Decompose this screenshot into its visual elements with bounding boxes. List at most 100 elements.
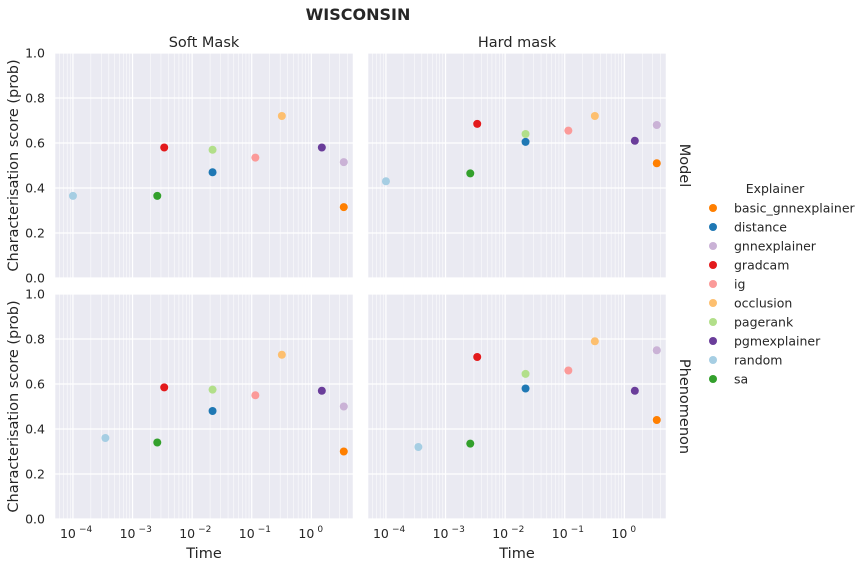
point-sa — [153, 191, 162, 200]
legend-label: gradcam — [734, 258, 789, 273]
x-tick-exponent: −4 — [79, 525, 93, 535]
y-tick-label: 0.6 — [25, 377, 45, 392]
point-gnnexplainer — [339, 402, 348, 411]
point-pgmexplainer — [317, 386, 326, 395]
legend-marker — [709, 299, 717, 307]
legend-item-random: random — [709, 353, 782, 368]
x-tick-label: 10 — [492, 526, 508, 541]
point-ig — [564, 126, 573, 135]
point-pgmexplainer — [630, 386, 639, 395]
legend-label: gnnexplainer — [734, 239, 817, 254]
x-tick-label: 10 — [179, 526, 195, 541]
panel-background — [368, 294, 666, 519]
y-tick-label: 0.0 — [25, 271, 45, 286]
y-tick-label: 0.0 — [25, 512, 45, 527]
point-sa — [466, 439, 475, 448]
x-axis-label: Time — [498, 546, 535, 562]
y-tick-label: 1.0 — [25, 287, 45, 302]
legend-item-gnnexplainer: gnnexplainer — [709, 239, 817, 254]
point-basic_gnnexplainer — [652, 416, 661, 424]
point-occlusion — [277, 350, 286, 359]
point-ig — [564, 366, 573, 375]
chart-title: WISCONSIN — [306, 5, 411, 24]
legend-item-ig: ig — [709, 277, 745, 292]
legend-label: pgmexplainer — [734, 334, 821, 349]
x-tick-label: 10 — [373, 526, 389, 541]
y-tick-label: 0.8 — [25, 332, 45, 347]
point-gradcam — [160, 143, 169, 152]
point-distance — [521, 137, 530, 146]
point-occlusion — [590, 112, 599, 120]
point-pagerank — [208, 145, 217, 154]
point-gradcam — [473, 119, 482, 128]
legend-item-sa: sa — [709, 372, 748, 387]
column-title: Soft Mask — [169, 35, 240, 51]
point-random — [381, 177, 390, 186]
point-gnnexplainer — [652, 346, 661, 355]
legend-marker — [709, 242, 717, 250]
y-tick-label: 0.2 — [25, 467, 45, 482]
legend-marker — [709, 337, 717, 345]
y-axis-label: Characterisation score (prob) — [6, 300, 22, 512]
legend-item-pgmexplainer: pgmexplainer — [709, 334, 821, 349]
y-tick-label: 0.4 — [25, 422, 45, 437]
point-distance — [521, 384, 530, 393]
panel-background — [55, 294, 353, 519]
row-title: Phenomenon — [676, 359, 692, 454]
x-tick-label: 10 — [298, 526, 314, 541]
legend-label: sa — [734, 372, 748, 387]
x-tick-label: 10 — [552, 526, 568, 541]
y-tick-label: 0.4 — [25, 181, 45, 196]
point-sa — [153, 438, 162, 447]
point-gradcam — [473, 353, 482, 361]
point-pagerank — [208, 385, 217, 394]
point-pagerank — [521, 369, 530, 378]
x-tick-label: 10 — [611, 526, 627, 541]
legend-marker — [709, 280, 717, 288]
x-tick-exponent: −2 — [511, 525, 524, 535]
legend-item-distance: distance — [709, 220, 787, 235]
point-gnnexplainer — [652, 121, 661, 129]
legend-marker — [709, 318, 717, 326]
x-tick-label: 10 — [60, 526, 76, 541]
point-distance — [208, 168, 217, 177]
point-ig — [251, 153, 260, 162]
column-title: Hard mask — [478, 35, 557, 51]
point-basic_gnnexplainer — [652, 159, 661, 168]
y-tick-label: 0.2 — [25, 226, 45, 241]
row-title: Model — [676, 144, 692, 188]
legend-label: pagerank — [734, 315, 794, 330]
legend: Explainer basic_gnnexplainer distance gnnex… — [709, 181, 856, 387]
x-tick-label: 10 — [239, 526, 255, 541]
point-gradcam — [160, 383, 169, 392]
panel-background — [55, 53, 353, 278]
point-distance — [208, 407, 217, 415]
panel-model-soft-mask: Soft Mask 0.0 0.2 0.4 0.6 0.8 1.0Characterisat… — [6, 35, 354, 286]
y-tick-label: 0.8 — [25, 91, 45, 106]
legend-item-pagerank: pagerank — [709, 315, 794, 330]
legend-label: random — [734, 353, 782, 368]
point-random — [101, 434, 110, 442]
legend-label: basic_gnnexplainer — [734, 201, 856, 216]
point-pgmexplainer — [317, 143, 326, 152]
legend-item-occlusion: occlusion — [709, 296, 792, 311]
y-tick-label: 0.6 — [25, 136, 45, 151]
legend-marker — [709, 261, 717, 269]
y-tick-label: 1.0 — [25, 46, 45, 61]
point-pgmexplainer — [630, 136, 639, 145]
point-occlusion — [590, 337, 599, 346]
legend-marker — [709, 375, 717, 383]
legend-title: Explainer — [746, 181, 805, 196]
legend-marker — [709, 356, 717, 364]
point-random — [414, 443, 423, 451]
x-tick-label: 10 — [433, 526, 449, 541]
x-tick-exponent: −3 — [452, 525, 465, 535]
legend-marker — [709, 204, 717, 212]
x-tick-exponent: −4 — [392, 525, 406, 535]
point-pagerank — [521, 130, 530, 138]
x-tick-exponent: −2 — [198, 525, 211, 535]
x-tick-exponent: −1 — [258, 525, 271, 535]
